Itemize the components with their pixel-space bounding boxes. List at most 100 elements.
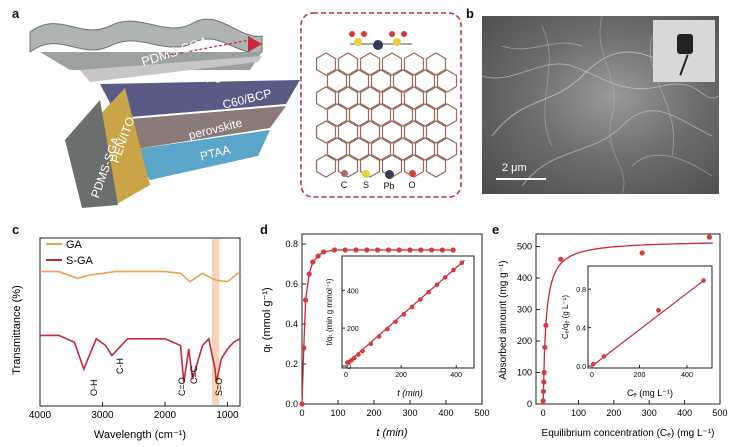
x-tick-label: 100 (330, 408, 345, 418)
lattice-hexagon (392, 69, 414, 93)
data-point (429, 247, 435, 253)
plot-frame (535, 233, 721, 405)
data-point (306, 271, 312, 277)
y-tick-label: 0.0 (285, 399, 298, 409)
inset-frame (587, 265, 713, 369)
layer-label-ag: Ag (204, 68, 222, 86)
legend-atom-pb: Pb (380, 170, 398, 191)
y-tick-label: 200 (517, 336, 532, 346)
data-point (558, 256, 564, 262)
lattice-hexagon (403, 154, 425, 178)
atom-s-label: S (362, 180, 369, 190)
x-tick-label: 500 (474, 408, 489, 418)
inset-data-point (442, 275, 448, 280)
lattice-hexagon (337, 86, 359, 110)
inset-wire (679, 54, 689, 76)
lattice-hexagon (326, 103, 348, 127)
molecular-structure (300, 12, 462, 198)
lattice-hexagon (348, 69, 370, 93)
legend-atom-o: O (404, 170, 420, 190)
inset-data-point (451, 267, 456, 273)
atom-c-label: C (340, 180, 348, 190)
scale-bar (496, 178, 546, 180)
atom-s-icon (362, 170, 370, 178)
lattice-hexagon (381, 120, 403, 144)
legend-sga-label: S-GA (66, 255, 94, 267)
series-line-ga (40, 270, 241, 283)
data-point (639, 250, 645, 256)
lattice-hexagon (370, 69, 392, 93)
inset-data-point (360, 348, 365, 354)
atom-legend: C S Pb O (336, 170, 456, 196)
lattice-hexagon (425, 52, 447, 76)
lattice-hexagon (348, 103, 370, 127)
legend-atom-c: C (336, 170, 352, 190)
x-tick-label: 300 (402, 408, 417, 418)
lattice-hexagon (326, 69, 348, 93)
data-point (353, 247, 359, 253)
x-tick-label: 200 (606, 408, 621, 418)
data-point (540, 388, 547, 395)
data-point (331, 247, 337, 253)
lattice-hexagon (436, 137, 458, 161)
data-point (301, 345, 307, 351)
atom-o-label: O (408, 180, 416, 190)
data-point (375, 247, 381, 253)
zoom-box (300, 12, 462, 198)
data-point (310, 259, 316, 265)
inset-x-tick-label: 400 (681, 372, 693, 379)
inset-data-point (356, 352, 361, 357)
x-tick-label: 0 (541, 408, 546, 418)
data-point (315, 253, 321, 259)
isotherm-chart: 0 100 200 300 400 500 0 100 200 300 400 500 Absorbe… (498, 233, 728, 439)
y-axis-label: Absorbed amount (mg g⁻¹) (498, 260, 509, 379)
atom-pb-icon (384, 170, 394, 179)
y-tick-label: 0.4 (285, 319, 298, 329)
data-point (450, 247, 456, 253)
inset-device-icon (677, 34, 693, 54)
x-tick-label: 400 (438, 408, 453, 418)
lead-atom (373, 40, 383, 50)
legend-atom-s: S (358, 170, 374, 190)
lattice-hexagon (392, 103, 414, 127)
x-tick-label: 3000 (91, 410, 114, 421)
data-point (321, 249, 327, 255)
peak-label-cc: C=C (189, 365, 199, 384)
data-point (541, 369, 547, 376)
data-point (364, 247, 370, 253)
lattice-hexagon (436, 69, 458, 93)
x-tick-label: 300 (642, 408, 657, 418)
inset-y-tick-label: 200 (347, 326, 359, 333)
data-point (385, 247, 391, 253)
lattice-hexagon (315, 52, 337, 76)
inset-y-tick-label: 0.4 (576, 326, 586, 333)
inset-y-tick-label: 0.8 (576, 287, 586, 294)
sem-inset-photo (653, 20, 715, 82)
x-tick-label: 400 (677, 408, 692, 418)
data-point (299, 401, 305, 407)
plot-frame (301, 233, 483, 405)
inset-y-tick-label: 0 (347, 364, 351, 371)
lattice-hexagon (315, 120, 337, 144)
y-tick-label: 0 (527, 399, 532, 409)
lattice-hexagon (359, 86, 381, 110)
peak-label-so: S=O (214, 378, 224, 396)
lattice-hexagon (403, 52, 425, 76)
lattice-hexagon (337, 120, 359, 144)
y-tick-label: 500 (517, 242, 532, 252)
inset-y-tick-label: 0.0 (576, 364, 586, 371)
x-tick-label: 200 (366, 408, 381, 418)
lattice-hexagon (425, 86, 447, 110)
inset-data-point (656, 308, 661, 313)
lattice-hexagon (337, 52, 359, 76)
data-point (303, 297, 309, 303)
lattice-hexagon (414, 103, 436, 127)
x-axis-label: Wavelength (cm⁻¹) (94, 429, 186, 441)
lattice-hexagon (326, 137, 348, 161)
lattice-hexagon (381, 86, 403, 110)
fit-curve (542, 242, 713, 405)
peak-label-co: C=O (177, 377, 187, 396)
atom-o-icon (408, 170, 416, 177)
data-point (418, 247, 424, 253)
oxygen-atom (349, 31, 355, 37)
